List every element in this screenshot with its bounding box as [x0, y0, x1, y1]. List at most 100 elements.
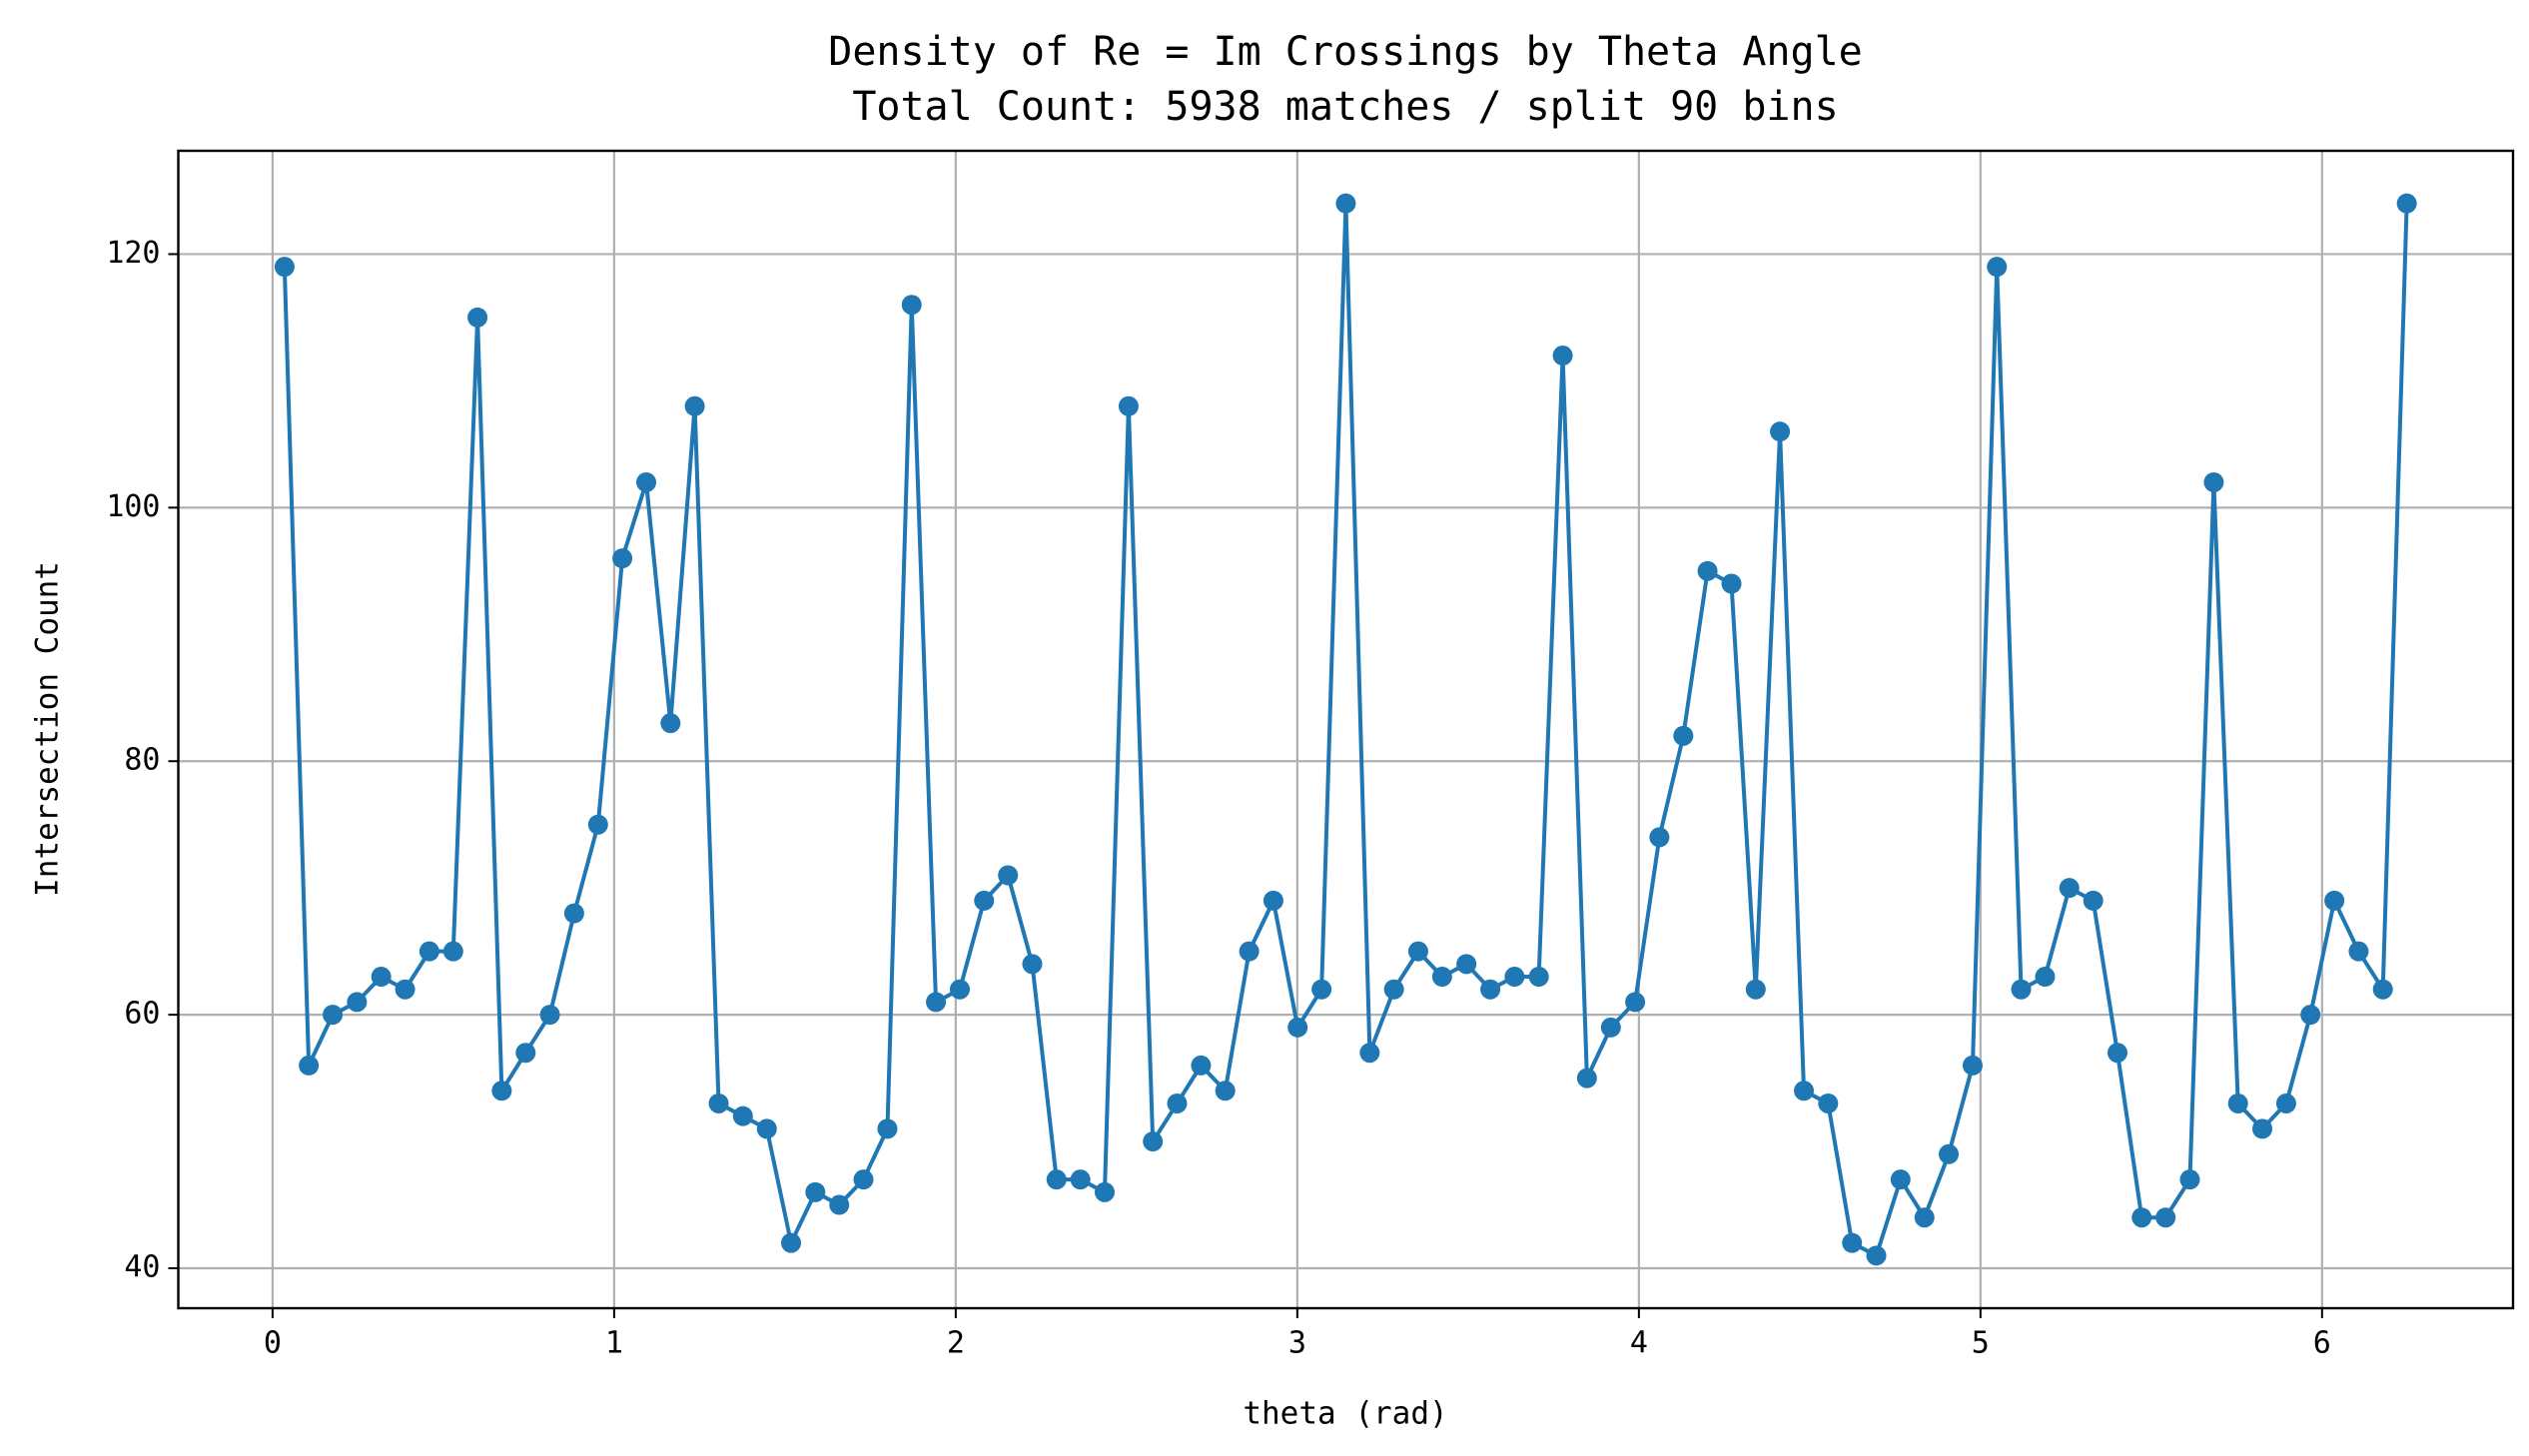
- data-point: [1721, 573, 1742, 594]
- data-point: [1359, 1043, 1380, 1064]
- data-point: [1167, 1092, 1188, 1113]
- data-point: [2035, 967, 2056, 988]
- data-point: [371, 967, 392, 988]
- data-point: [805, 1181, 826, 1202]
- data-point: [2227, 1092, 2248, 1113]
- data-point: [1745, 979, 1766, 1000]
- data-point: [2179, 1169, 2200, 1190]
- data-point: [2083, 890, 2104, 911]
- data-point: [587, 814, 608, 835]
- data-point: [1335, 193, 1356, 214]
- data-point: [1143, 1131, 1164, 1152]
- x-tick-label: 6: [2313, 1326, 2331, 1361]
- data-point: [1697, 560, 1718, 581]
- data-point: [708, 1092, 729, 1113]
- data-point: [1022, 954, 1043, 975]
- plot-frame: [177, 149, 2515, 1310]
- x-tick-label: 1: [605, 1326, 623, 1361]
- x-tick-label: 4: [1630, 1326, 1648, 1361]
- y-tick-label: 60: [124, 997, 160, 1032]
- data-point: [1794, 1081, 1815, 1101]
- data-point: [1842, 1232, 1863, 1253]
- data-point: [2275, 1092, 2296, 1113]
- data-point: [1600, 1017, 1621, 1038]
- data-point: [2059, 878, 2080, 899]
- y-tick-label: 100: [106, 489, 160, 524]
- data-point: [756, 1118, 777, 1139]
- x-tick-label: 0: [264, 1326, 282, 1361]
- data-point: [563, 903, 584, 924]
- data-point: [1263, 890, 1283, 911]
- data-point: [1552, 346, 1573, 366]
- data-point: [1625, 992, 1646, 1013]
- data-point: [395, 979, 416, 1000]
- data-point: [1383, 979, 1404, 1000]
- data-point: [1287, 1017, 1308, 1038]
- y-tick-label: 120: [106, 236, 160, 271]
- data-point: [1118, 395, 1139, 416]
- data-point: [1311, 979, 1332, 1000]
- data-point: [442, 941, 463, 962]
- data-point: [1407, 941, 1428, 962]
- x-tick-label: 3: [1288, 1326, 1306, 1361]
- data-point: [2324, 890, 2345, 911]
- data-point: [2348, 941, 2369, 962]
- chart-title: Density of Re = Im Crossings by Theta An…: [828, 29, 1863, 75]
- data-point: [1576, 1068, 1597, 1089]
- chart-subtitle: Total Count: 5938 matches / split 90 bin…: [852, 84, 1838, 130]
- data-point: [1504, 967, 1525, 988]
- data-point: [684, 395, 705, 416]
- data-point: [2251, 1118, 2272, 1139]
- data-point: [2155, 1207, 2176, 1228]
- data-point: [274, 257, 295, 278]
- data-point: [323, 1005, 344, 1026]
- data-point: [732, 1105, 753, 1126]
- data-point: [1215, 1081, 1236, 1101]
- data-point: [491, 1081, 512, 1101]
- y-tick-label: 40: [124, 1250, 160, 1285]
- data-point: [1191, 1055, 1212, 1076]
- data-point: [2300, 1005, 2321, 1026]
- data-point: [853, 1169, 874, 1190]
- data-point: [1818, 1092, 1839, 1113]
- data-point: [1528, 967, 1549, 988]
- data-point: [1046, 1169, 1067, 1190]
- data-point: [1649, 827, 1670, 848]
- data-point: [901, 295, 922, 316]
- data-point: [974, 890, 995, 911]
- data-point: [660, 713, 681, 734]
- data-point: [1962, 1055, 1983, 1076]
- data-point: [1770, 421, 1791, 442]
- data-point: [2011, 979, 2032, 1000]
- x-tick-label: 2: [947, 1326, 965, 1361]
- data-point: [1987, 257, 2008, 278]
- y-axis-label: Intersection Count: [30, 561, 66, 897]
- data-point: [347, 992, 368, 1013]
- data-point: [515, 1043, 536, 1064]
- data-point: [1094, 1181, 1115, 1202]
- data-point: [1456, 954, 1477, 975]
- data-point: [636, 471, 657, 492]
- x-tick-label: 5: [1972, 1326, 1990, 1361]
- data-point: [467, 307, 488, 328]
- data-point: [1673, 725, 1694, 746]
- data-point: [2107, 1043, 2127, 1064]
- data-point: [1239, 941, 1260, 962]
- data-point: [949, 979, 970, 1000]
- series-line: [282, 203, 2409, 1259]
- data-point: [1480, 979, 1501, 1000]
- data-point: [1866, 1245, 1887, 1266]
- data-point: [1070, 1169, 1091, 1190]
- y-tick-label: 80: [124, 743, 160, 778]
- x-axis-label: theta (rad): [1243, 1396, 1447, 1432]
- data-point: [1431, 967, 1452, 988]
- data-point: [877, 1118, 898, 1139]
- data-point: [539, 1005, 560, 1026]
- data-point: [998, 865, 1019, 886]
- data-point: [612, 548, 633, 569]
- data-point: [781, 1232, 802, 1253]
- data-point: [1914, 1207, 1935, 1228]
- data-point: [1939, 1143, 1960, 1164]
- data-point: [419, 941, 439, 962]
